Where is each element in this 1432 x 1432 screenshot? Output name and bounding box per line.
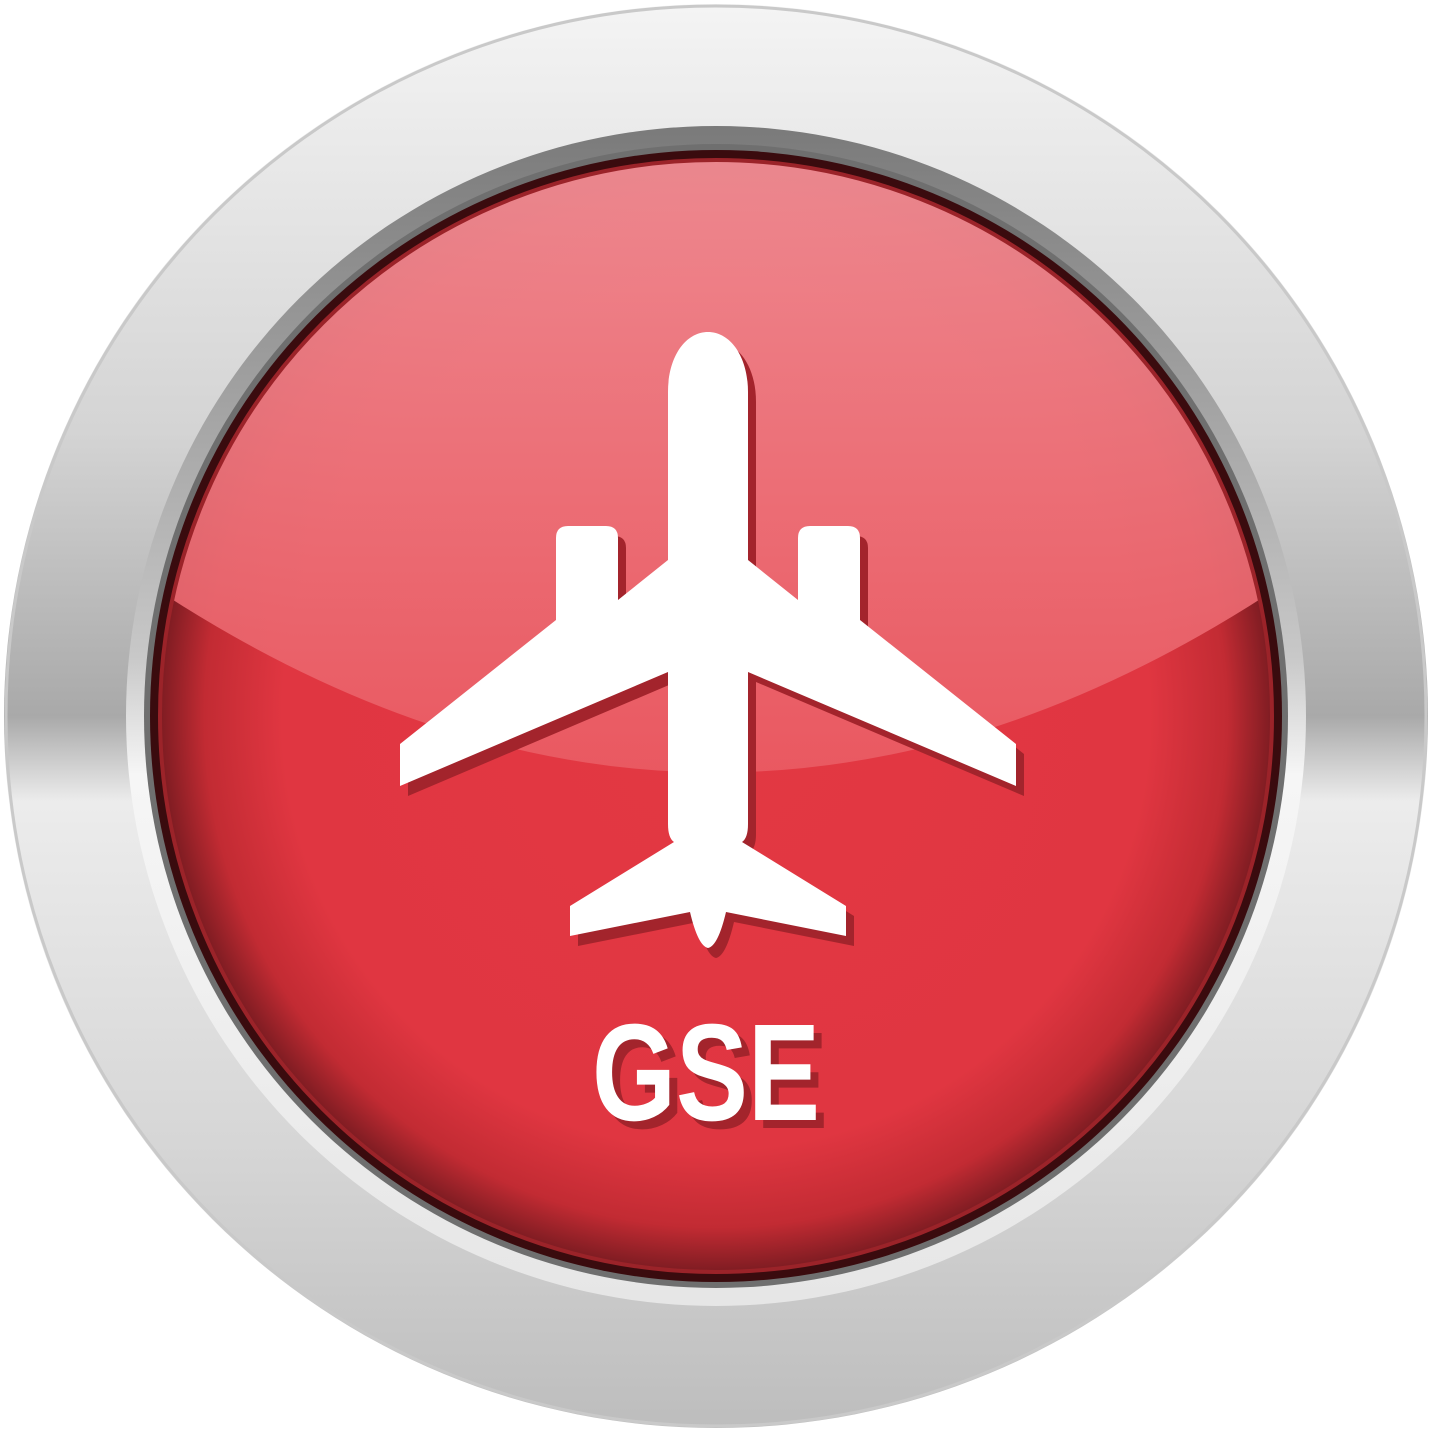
bezel-outer-rim (4, 4, 1428, 1428)
button-label-shadow: GSE (600, 1004, 828, 1158)
airplane-icon (400, 332, 1016, 948)
button-label: GSE (592, 996, 820, 1150)
